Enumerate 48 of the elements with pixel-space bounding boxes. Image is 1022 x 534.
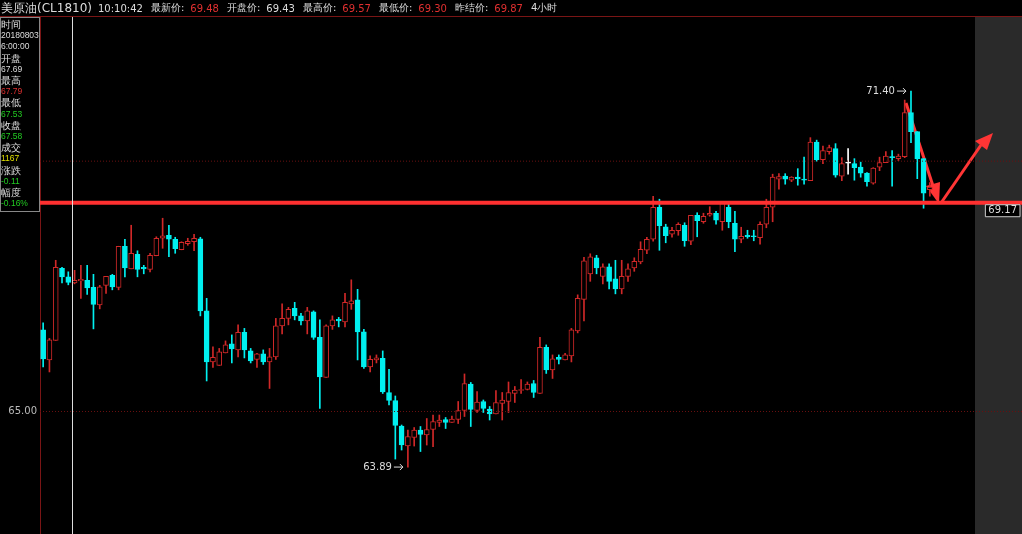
candlestick (927, 182, 933, 197)
text: 67.53 (1, 108, 24, 120)
candlestick (845, 148, 851, 175)
candlestick (801, 156, 807, 185)
ref-line-label: 65.00 (8, 405, 37, 417)
text: 开盘价: (226, 1, 261, 15)
text: 67.58 (1, 131, 24, 142)
text: 67.69 (1, 63, 24, 75)
candlestick (511, 386, 518, 403)
candlestick (776, 173, 782, 190)
text: 20180803 (1, 30, 39, 42)
candlestick (706, 206, 713, 217)
candlestick (228, 334, 235, 364)
text: 69.43 (266, 2, 295, 14)
candlestick (84, 264, 90, 295)
candlestick (386, 369, 392, 406)
text: 69.48 (190, 2, 219, 14)
candlestick (210, 346, 216, 368)
text: 10:10:42 (97, 2, 143, 14)
text: 最新价: (150, 1, 185, 15)
text: 涨跌 (1, 164, 22, 176)
text: -0.11 (1, 175, 21, 187)
text: 时间 (1, 19, 22, 31)
text: 最低价: (378, 1, 413, 15)
annotation: 63.89 (363, 460, 392, 472)
text: 昨结价: (454, 1, 489, 15)
candlestick (694, 212, 700, 238)
text: 成交 (1, 142, 22, 154)
chart-title: 美原油(CL1810) (1, 0, 92, 17)
text: 幅度 (1, 187, 22, 199)
annotation: 71.40 (866, 84, 895, 96)
candlestick (166, 224, 172, 258)
text: 1167 (1, 153, 21, 165)
text: 收盘 (1, 119, 22, 132)
text: 69.87 (494, 2, 523, 14)
ref-line-label: 69.17 (988, 204, 1018, 216)
text: -0.16% (1, 198, 29, 210)
text: 最低 (1, 97, 22, 109)
text: 6:00:00 (1, 41, 31, 53)
candlestick (423, 418, 430, 446)
text: 67.79 (1, 86, 24, 98)
text: 69.57 (342, 2, 371, 14)
text: 开盘 (1, 52, 22, 64)
text: 4小时 (530, 1, 558, 15)
text: 最高 (1, 75, 22, 87)
candlestick (191, 233, 197, 252)
text: 69.30 (418, 2, 447, 14)
text: 最高价: (302, 1, 337, 15)
